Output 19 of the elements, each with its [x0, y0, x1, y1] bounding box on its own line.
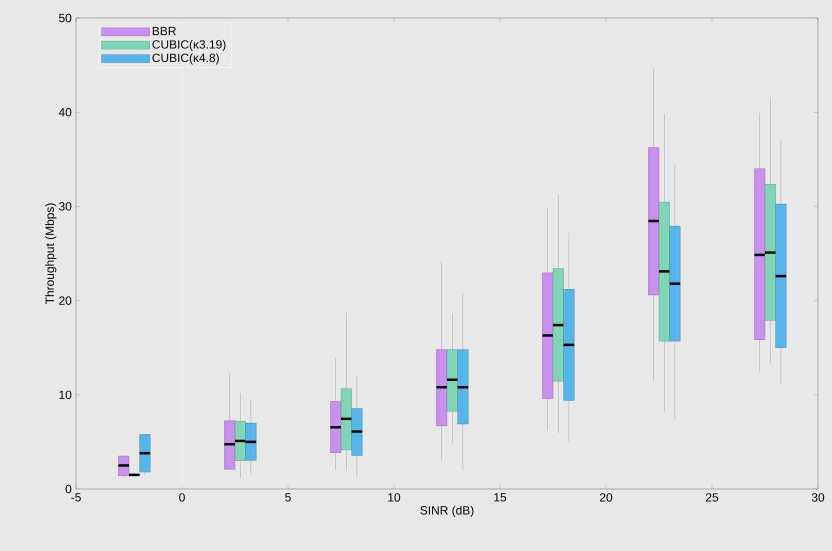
- y-tick-label: 0: [66, 484, 72, 494]
- x-tick-label: 10: [388, 493, 400, 502]
- x-tick-label: 20: [600, 493, 612, 502]
- y-tick-label: 30: [58, 202, 72, 211]
- y-tick-label: 10: [59, 390, 72, 400]
- x-tick-label: 5: [285, 493, 291, 502]
- legend-label: CUBIC(κ4.8): [152, 53, 219, 64]
- x-tick-label: -5: [71, 493, 81, 502]
- legend-label: CUBIC(κ3.19): [152, 40, 226, 52]
- x-axis-title: SINR (dB): [420, 506, 474, 517]
- y-tick-label: 20: [59, 296, 72, 305]
- x-tick-label: 30: [812, 493, 824, 502]
- y-axis-title: Throughput (Mbps): [45, 203, 56, 304]
- x-tick-label: 0: [179, 493, 185, 502]
- y-tick-label: 50: [59, 14, 72, 22]
- y-tick-label: 40: [58, 108, 72, 116]
- x-tick-label: 15: [494, 493, 506, 502]
- legend-label: BBR: [152, 26, 176, 36]
- x-tick-label: 25: [706, 493, 718, 502]
